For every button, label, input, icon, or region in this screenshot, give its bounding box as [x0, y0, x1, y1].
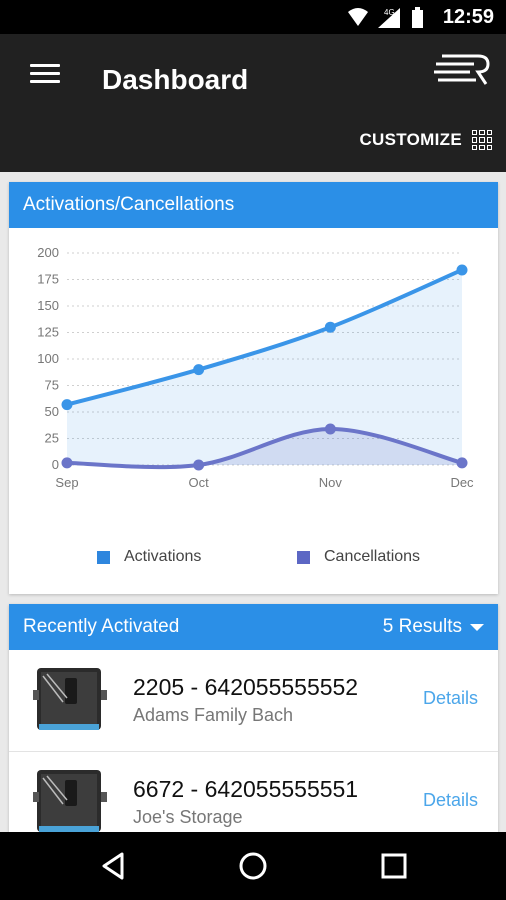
- x-tick-label: Sep: [55, 475, 78, 490]
- customize-label: CUSTOMIZE: [359, 130, 462, 149]
- y-tick-label: 125: [37, 325, 59, 340]
- x-tick-label: Dec: [450, 475, 474, 490]
- device-name: Joe's Storage: [133, 807, 243, 827]
- details-link[interactable]: Details: [422, 790, 478, 810]
- details-link[interactable]: Details: [422, 688, 478, 708]
- results-dropdown[interactable]: 5 Results: [383, 616, 484, 638]
- home-icon[interactable]: [237, 850, 269, 882]
- wifi-icon: [348, 8, 368, 26]
- y-tick-label: 100: [37, 351, 59, 366]
- grid-icon: [472, 130, 492, 150]
- y-tick-label: 200: [37, 245, 59, 260]
- legend-label-activations: Activations: [124, 548, 202, 565]
- data-point-cancellations: [456, 457, 468, 469]
- page-title: Dashboard: [102, 64, 249, 95]
- device-name: Adams Family Bach: [133, 705, 294, 725]
- series-area-activations: [67, 269, 462, 465]
- data-point-activations: [193, 364, 205, 376]
- status-bar: 4G 12:59: [0, 0, 506, 34]
- recent-card-header: Recently Activated 5 Results: [9, 604, 498, 650]
- app-bar: Dashboard CUSTOMIZE: [0, 34, 506, 172]
- legend-swatch-cancellations: [297, 550, 310, 564]
- series-line-activations: [66, 268, 463, 407]
- y-tick-label: 25: [45, 431, 59, 446]
- legend-item-cancellations[interactable]: Cancellations: [297, 548, 420, 566]
- legend-item-activations[interactable]: Activations: [97, 548, 201, 566]
- list-item[interactable]: 2205 - 642055555552 Adams Family Bach De…: [9, 650, 498, 752]
- device-id: 6672 - 642055555551: [133, 776, 359, 802]
- chart-card-header: Activations/Cancellations: [9, 182, 498, 228]
- clock: 12:59: [442, 6, 494, 28]
- data-point-cancellations: [61, 457, 73, 469]
- menu-icon[interactable]: [30, 64, 60, 88]
- x-tick-label: Nov: [319, 475, 343, 490]
- back-icon[interactable]: [98, 850, 130, 882]
- caret-down-icon: [470, 623, 484, 631]
- x-tick-label: Oct: [189, 475, 210, 490]
- activations-chart-card: Activations/Cancellations 0 25 50 75 100 125 1…: [9, 182, 498, 594]
- data-point-cancellations: [193, 459, 205, 471]
- recents-icon[interactable]: [378, 850, 410, 882]
- device-id: 2205 - 642055555552: [133, 674, 359, 700]
- chart-card-title: Activations/Cancellations: [23, 194, 235, 215]
- brand-logo-icon: [434, 54, 490, 85]
- y-tick-label: 75: [45, 378, 59, 393]
- recently-activated-card: Recently Activated 5 Results 2205 - 6420…: [9, 604, 498, 844]
- network-type-label: 4G: [384, 8, 395, 17]
- y-tick-label: 50: [45, 404, 59, 419]
- series-area-cancellations: [67, 428, 462, 468]
- customize-button[interactable]: CUSTOMIZE: [359, 130, 492, 150]
- activations-chart: 0 25 50 75 100 125 150 175 200 Sep Oct Nov Dec: [37, 245, 474, 490]
- y-tick-label: 0: [52, 457, 59, 472]
- legend-label-cancellations: Cancellations: [324, 548, 421, 565]
- data-point-activations: [456, 264, 468, 276]
- recent-card-title: Recently Activated: [23, 616, 180, 637]
- series-line-cancellations: [66, 426, 463, 470]
- system-nav-bar: [0, 832, 506, 900]
- battery-icon: [412, 10, 423, 28]
- results-label: 5 Results: [382, 616, 462, 637]
- data-point-activations: [61, 399, 73, 411]
- y-tick-label: 150: [37, 298, 59, 313]
- y-tick-label: 175: [37, 272, 59, 287]
- data-point-cancellations: [324, 423, 336, 435]
- list-item[interactable]: 6672 - 642055555551 Joe's Storage Detail…: [9, 752, 498, 844]
- status-icons: 4G: [348, 7, 423, 28]
- device-thumbnail: [33, 770, 107, 832]
- cell-signal-icon: [378, 8, 400, 28]
- legend-swatch-activations: [97, 550, 110, 564]
- data-point-activations: [324, 321, 336, 333]
- device-thumbnail: [33, 668, 107, 730]
